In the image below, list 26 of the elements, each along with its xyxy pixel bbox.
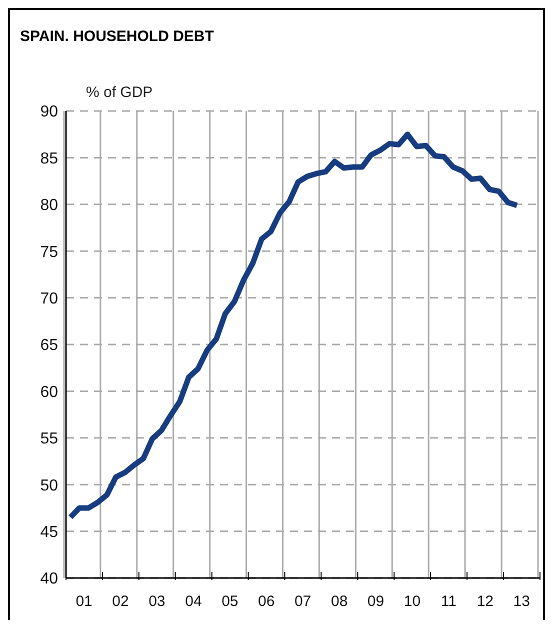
y-tick-label: 85 <box>40 150 58 168</box>
y-tick-label: 60 <box>40 384 58 401</box>
y-tick-label: 80 <box>40 197 58 214</box>
x-tick-label: 06 <box>258 593 275 610</box>
y-tick-label: 55 <box>40 430 58 448</box>
y-tick-label: 65 <box>40 337 58 354</box>
y-tick-label: 45 <box>40 524 58 541</box>
x-tick-label: 02 <box>112 593 129 610</box>
x-tick-label: 13 <box>513 593 530 610</box>
y-tick-label: 70 <box>40 290 58 308</box>
x-tick-label: 12 <box>476 593 494 610</box>
x-tick-label: 07 <box>294 593 312 610</box>
chart-title: SPAIN. HOUSEHOLD DEBT <box>20 28 214 45</box>
y-axis-title: % of GDP <box>86 84 153 101</box>
x-tick-label: 10 <box>404 593 421 610</box>
x-tick-label: 05 <box>222 593 238 610</box>
x-tick-label: 11 <box>440 593 456 610</box>
x-tick-label: 04 <box>185 593 202 610</box>
y-tick-label: 40 <box>40 570 58 588</box>
y-tick-label: 75 <box>40 244 58 261</box>
x-tick-label: 01 <box>76 593 92 610</box>
y-tick-label: 50 <box>40 477 58 494</box>
x-tick-label: 08 <box>330 593 348 610</box>
x-tick-label: 09 <box>367 593 384 610</box>
x-tick-label: 03 <box>148 593 166 610</box>
y-tick-label: 90 <box>40 104 58 121</box>
